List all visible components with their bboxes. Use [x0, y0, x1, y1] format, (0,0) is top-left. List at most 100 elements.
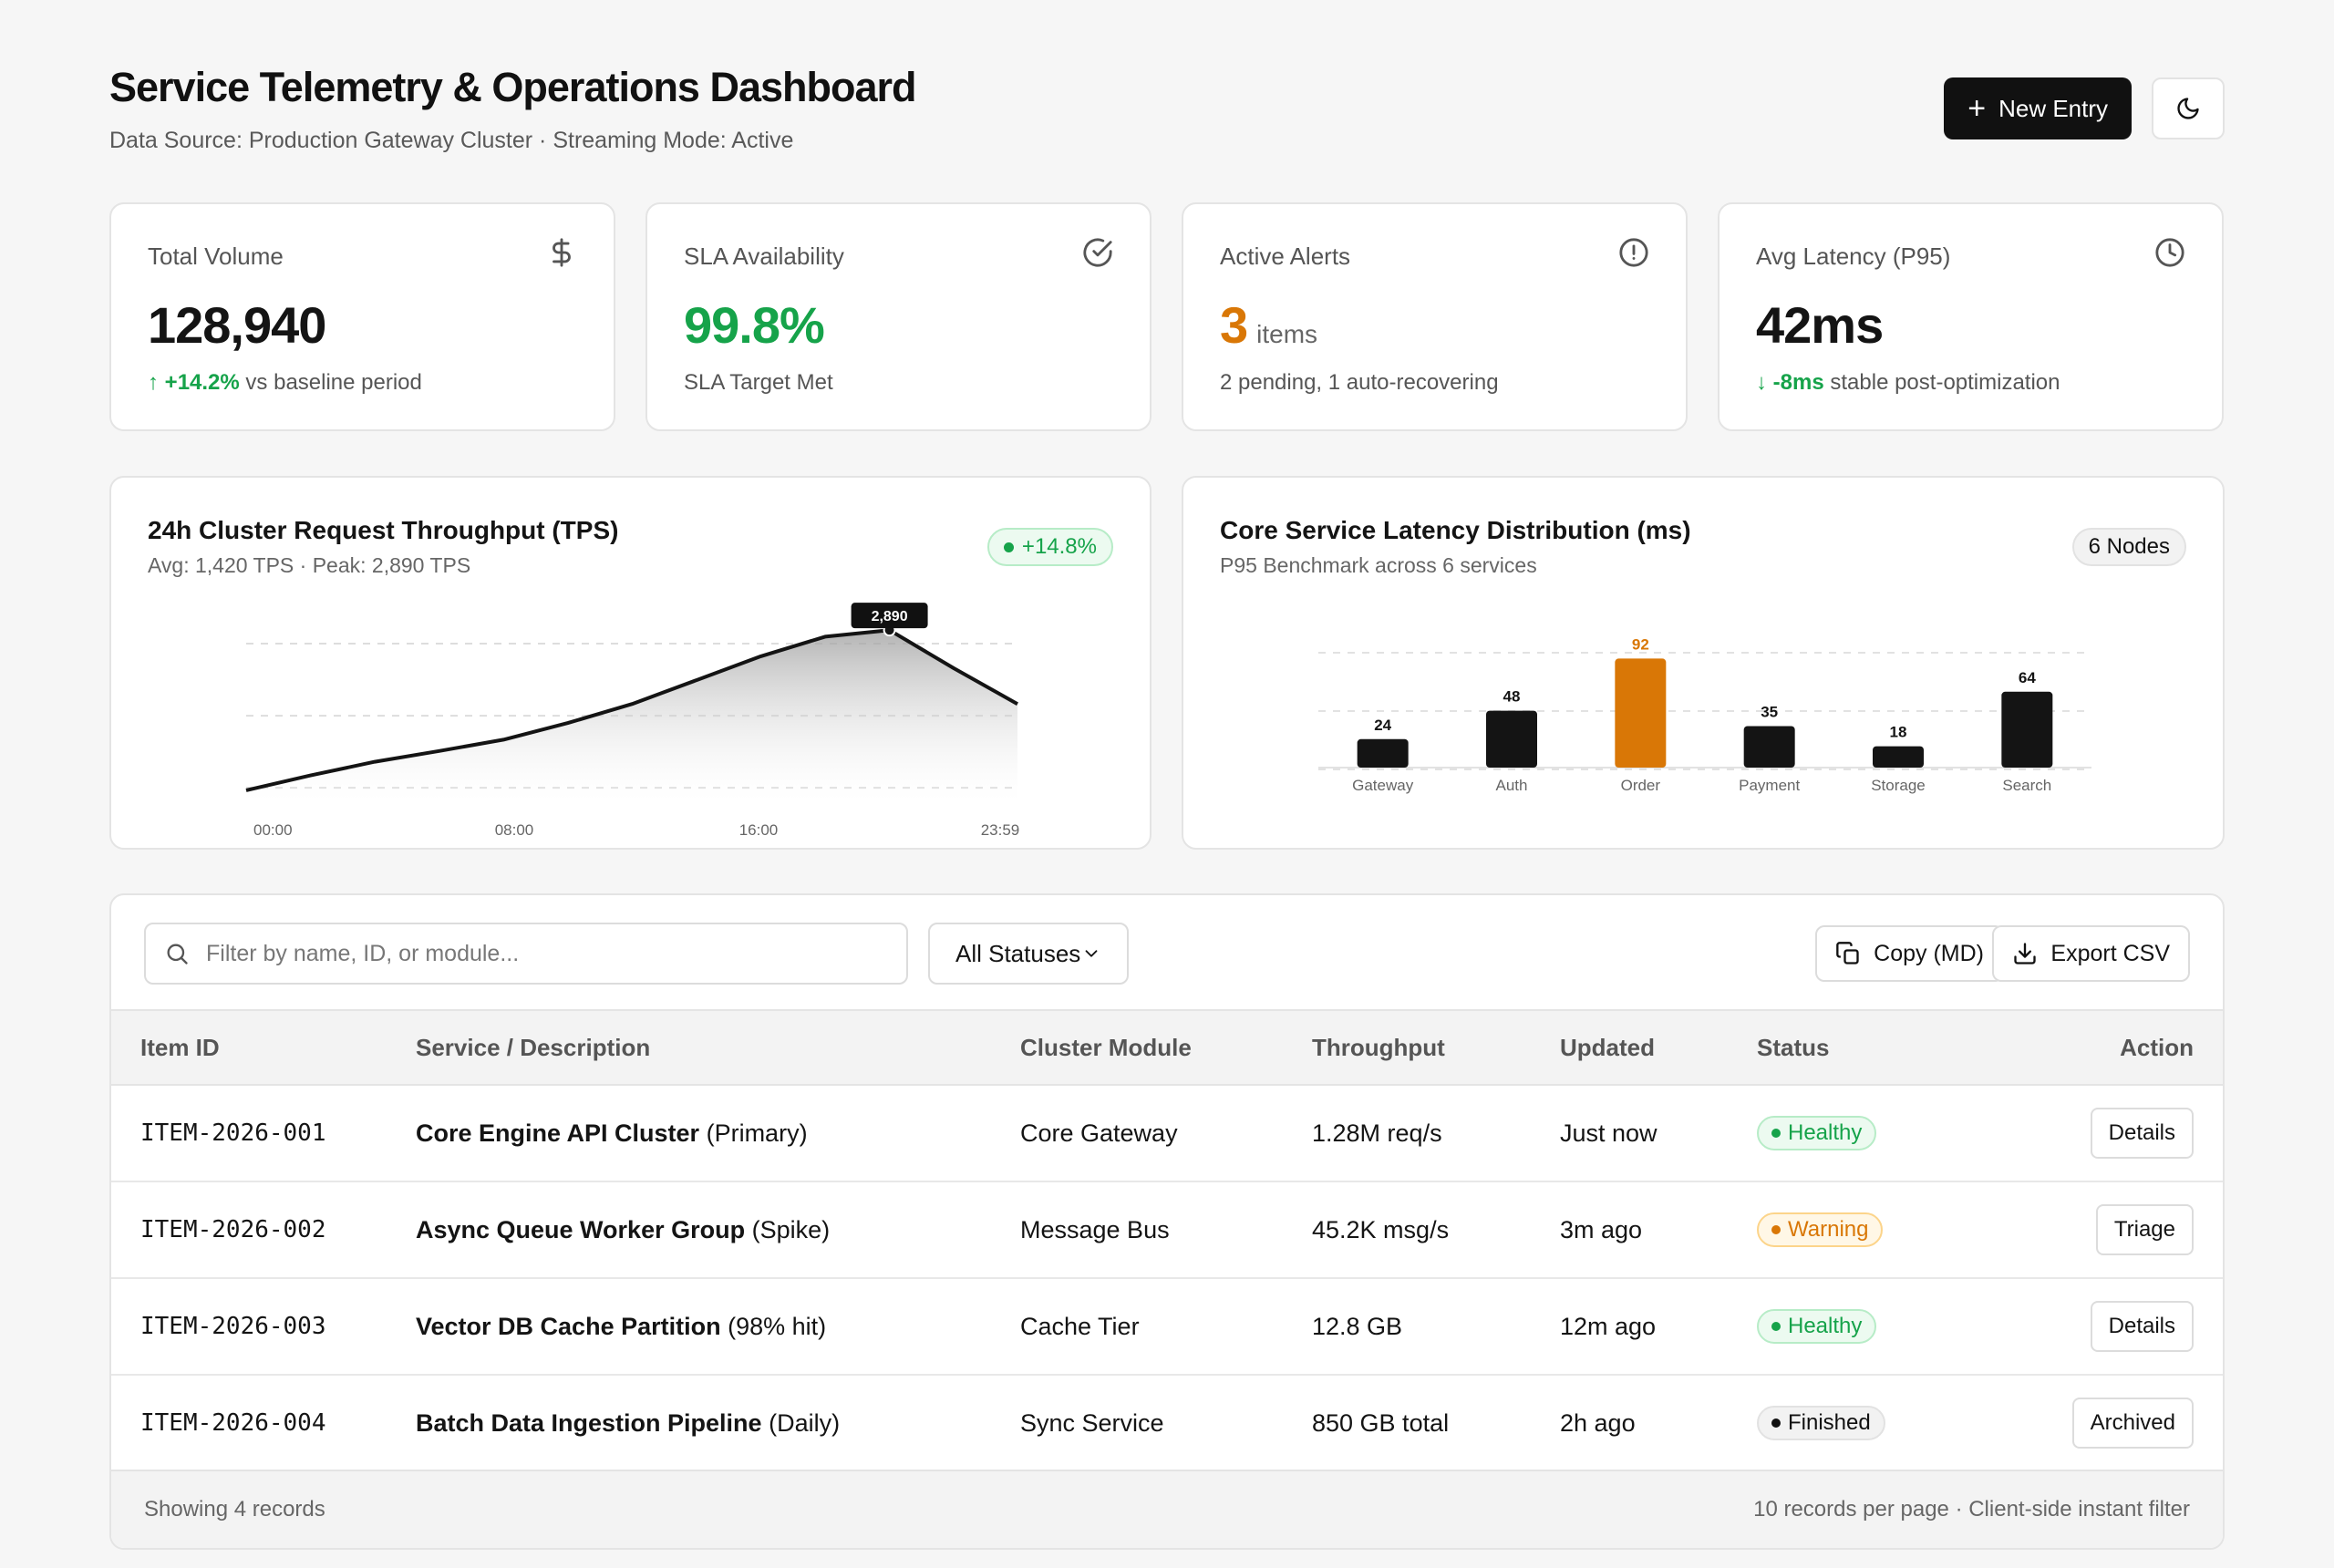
- chart-subtitle: Avg: 1,420 TPS · Peak: 2,890 TPS: [148, 553, 471, 577]
- column-header[interactable]: Throughput: [1312, 1033, 1445, 1061]
- status-label: Healthy: [1788, 1120, 1863, 1145]
- item-id: ITEM-2026-002: [140, 1216, 326, 1243]
- service-note: (Daily): [769, 1408, 841, 1437]
- status-cell: Healthy: [1757, 1278, 1994, 1375]
- throughput: 45.2K msg/s: [1312, 1215, 1450, 1243]
- export-csv-button[interactable]: Export CSV: [1992, 925, 2190, 982]
- plus-icon: +: [1967, 91, 1987, 126]
- stat-sub: ↑ +14.2% vs baseline period: [148, 370, 422, 396]
- status-cell: Healthy: [1757, 1085, 1994, 1181]
- bar-auth: [1486, 710, 1537, 768]
- table-row[interactable]: ITEM-2026-001 Core Engine API Cluster (P…: [111, 1085, 2223, 1181]
- status-filter-select[interactable]: All Statuses: [928, 923, 1129, 985]
- bar-value-label: 64: [2019, 669, 2036, 686]
- record-count: Showing 4 records: [144, 1497, 325, 1522]
- status-filter-value: All Statuses: [955, 939, 1081, 967]
- search-input[interactable]: [206, 940, 844, 967]
- copy-label: Copy (MD): [1874, 940, 1984, 966]
- status-cell: Finished: [1757, 1375, 1994, 1471]
- records-table-card: All Statuses Copy (MD) Export CSV: [109, 893, 2225, 1550]
- column-header[interactable]: Service / Description: [416, 1033, 651, 1061]
- x-tick-label: 08:00: [495, 821, 534, 839]
- stat-delta: -8ms: [1772, 370, 1824, 395]
- stat-card-sla: SLA Availability 99.8% SLA Target Met: [645, 202, 1152, 431]
- column-header[interactable]: Updated: [1560, 1033, 1655, 1061]
- search-icon: [167, 944, 188, 965]
- stat-sub-text: stable post-optimization: [1830, 370, 2060, 395]
- records-table: Item ID Service / Description Cluster Mo…: [111, 1009, 2223, 1472]
- bar-gateway: [1357, 738, 1409, 768]
- peak-label: 2,890: [872, 609, 908, 624]
- stat-card-alerts: Active Alerts 3 items 2 pending, 1 auto-r…: [1182, 202, 1688, 431]
- bar-payment: [1743, 726, 1795, 768]
- table-row[interactable]: ITEM-2026-002 Async Queue Worker Group (…: [111, 1181, 2223, 1278]
- theme-toggle-button[interactable]: [2152, 77, 2225, 139]
- stat-unit: items: [1256, 320, 1318, 348]
- stat-card-latency: Avg Latency (P95) 42ms ↓ -8ms stable pos…: [1718, 202, 2224, 431]
- arrow-down-icon: ↓: [1756, 370, 1767, 395]
- details-button[interactable]: Details: [2090, 1301, 2194, 1352]
- table-header-row: Item ID Service / Description Cluster Mo…: [111, 1010, 2223, 1085]
- bar-storage: [1873, 746, 1924, 768]
- action-cell: Details: [1994, 1085, 2223, 1181]
- check-circle-icon: [1083, 238, 1112, 267]
- bar-value-label: 92: [1632, 635, 1649, 653]
- service-note: (Spike): [751, 1215, 831, 1243]
- header-actions: + New Entry: [1944, 77, 2225, 139]
- service-note: (98% hit): [728, 1312, 827, 1340]
- alert-circle-icon: [1619, 238, 1648, 267]
- cluster-module: Cache Tier: [1020, 1312, 1140, 1340]
- action-cell: Details: [1994, 1278, 2223, 1375]
- stat-card-total-volume: Total Volume 128,940 ↑ +14.2% vs baselin…: [109, 202, 615, 431]
- table-row[interactable]: ITEM-2026-004 Batch Data Ingestion Pipel…: [111, 1375, 2223, 1471]
- column-header[interactable]: Status: [1757, 1033, 1830, 1061]
- status-dot: [1771, 1322, 1781, 1331]
- new-entry-button[interactable]: + New Entry: [1944, 77, 2132, 139]
- table-row[interactable]: ITEM-2026-003 Vector DB Cache Partition …: [111, 1278, 2223, 1375]
- search-box[interactable]: [144, 923, 908, 985]
- stat-value: 99.8%: [684, 296, 825, 354]
- table-footer: Showing 4 records 10 records per page · …: [111, 1470, 2223, 1548]
- service-name: Vector DB Cache Partition: [416, 1312, 721, 1340]
- pagination-info: 10 records per page · Client-side instan…: [1753, 1497, 2190, 1522]
- dollar-icon: [553, 238, 571, 267]
- bar-value-label: 18: [1890, 724, 1907, 741]
- nodes-badge: 6 Nodes: [2071, 528, 2186, 566]
- stat-sub-text: 2 pending, 1 auto-recovering: [1220, 370, 1499, 395]
- status-badge: Healthy: [1757, 1309, 1877, 1344]
- updated: 3m ago: [1560, 1215, 1643, 1243]
- page-subtitle: Data Source: Production Gateway Cluster …: [109, 128, 794, 153]
- status-badge: Finished: [1757, 1406, 1885, 1440]
- column-header[interactable]: Item ID: [140, 1033, 220, 1061]
- x-tick-label: 16:00: [739, 821, 779, 839]
- details-button[interactable]: Details: [2090, 1108, 2194, 1159]
- service-cell: Async Queue Worker Group (Spike): [416, 1181, 1020, 1278]
- x-tick-label: 00:00: [253, 821, 293, 839]
- status-label: Warning: [1788, 1217, 1869, 1242]
- action-cell: Triage: [1994, 1181, 2223, 1278]
- service-cell: Core Engine API Cluster (Primary): [416, 1085, 1020, 1181]
- area-fill: [246, 630, 1017, 802]
- triage-button[interactable]: Triage: [2095, 1204, 2194, 1255]
- cluster-module: Message Bus: [1020, 1215, 1170, 1243]
- status-cell: Warning: [1757, 1181, 1994, 1278]
- service-cell: Vector DB Cache Partition (98% hit): [416, 1278, 1020, 1375]
- status-dot: [1771, 1418, 1781, 1428]
- page-title: Service Telemetry & Operations Dashboard: [109, 64, 917, 110]
- service-note: (Primary): [706, 1119, 808, 1147]
- column-header[interactable]: Cluster Module: [1020, 1033, 1192, 1061]
- copy-markdown-button[interactable]: Copy (MD): [1815, 925, 2004, 982]
- column-header: Action: [2120, 1033, 2194, 1061]
- service-name: Async Queue Worker Group: [416, 1215, 746, 1243]
- chevron-down-icon: [1085, 950, 1098, 957]
- category-label: Search: [2002, 777, 2051, 794]
- service-name: Core Engine API Cluster: [416, 1119, 700, 1147]
- stat-label: Avg Latency (P95): [1756, 242, 1951, 270]
- archived-button[interactable]: Archived: [2071, 1398, 2194, 1449]
- category-label: Order: [1621, 777, 1661, 794]
- category-label: Payment: [1739, 777, 1800, 794]
- throughput-chart-card: 24h Cluster Request Throughput (TPS) Avg…: [109, 476, 1152, 850]
- stat-label: SLA Availability: [684, 242, 844, 270]
- status-dot: [1771, 1225, 1781, 1234]
